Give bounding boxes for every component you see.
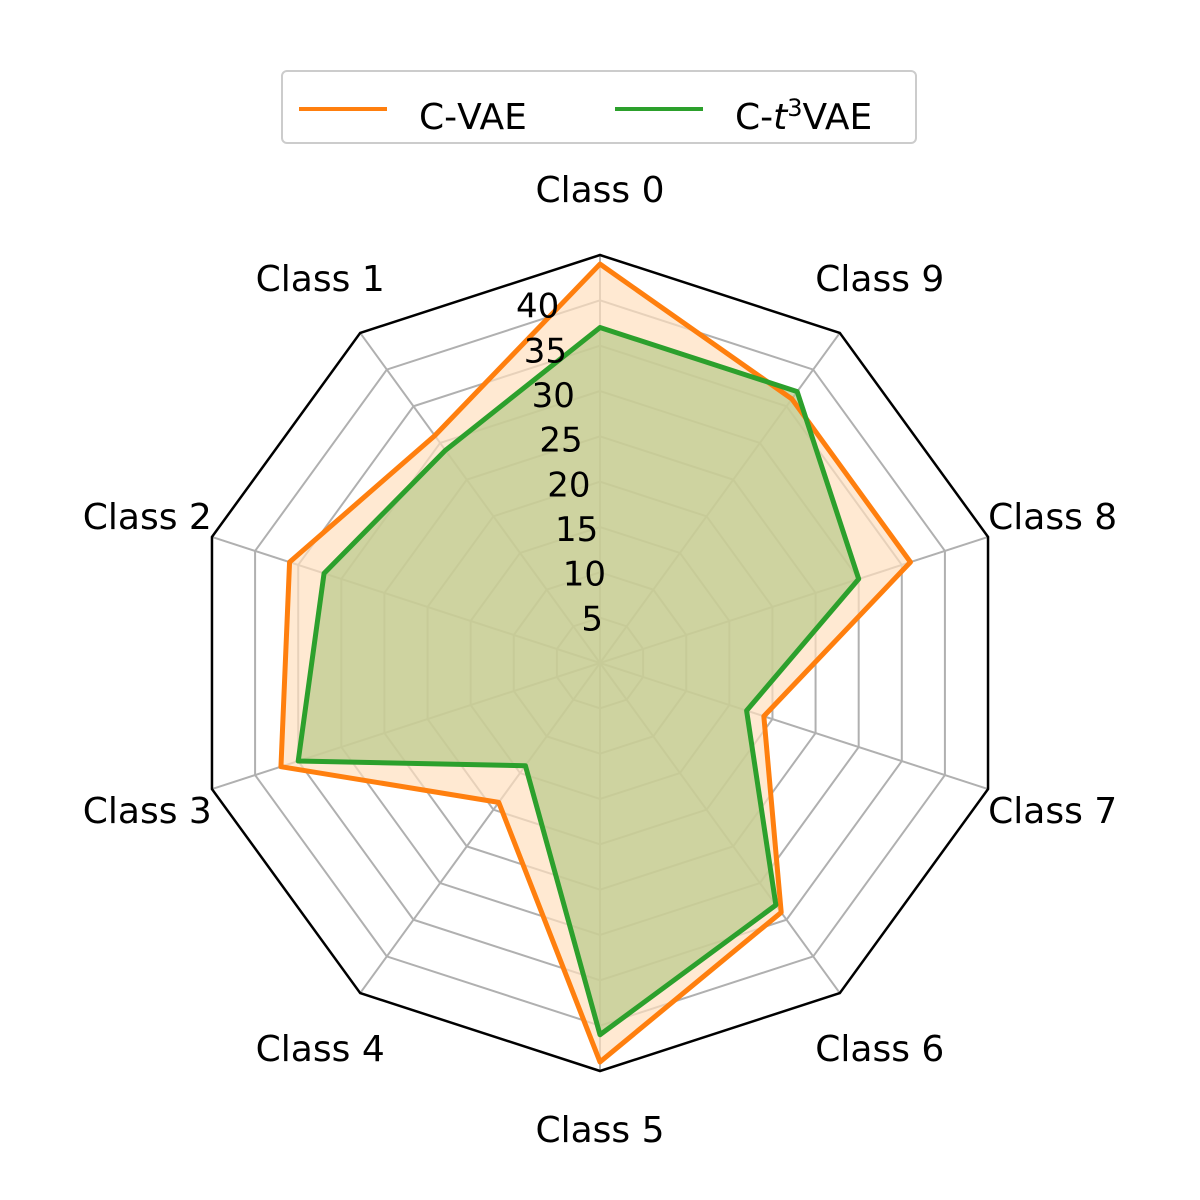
category-label-2: Class 2 (83, 497, 212, 538)
category-label-5: Class 5 (535, 1110, 664, 1151)
legend-swatch-c-t3vae (615, 107, 703, 111)
radial-tick-30: 30 (532, 376, 575, 416)
outer-frame (210, 253, 990, 1073)
category-label-3: Class 3 (83, 791, 212, 832)
radial-tick-5: 5 (581, 599, 603, 639)
legend-label-c-t3vae: C-t3VAE (735, 94, 873, 138)
series-line-1 (295, 325, 862, 1038)
category-label-4: Class 4 (256, 1029, 385, 1070)
category-label-1: Class 1 (256, 259, 385, 300)
radial-tick-15: 15 (555, 510, 598, 550)
legend-label-c-vae: C-VAE (419, 97, 527, 138)
series-layer (278, 261, 913, 1065)
category-label-0: Class 0 (535, 170, 664, 211)
radial-tick-20: 20 (547, 465, 590, 505)
series-fill-1 (298, 327, 859, 1035)
frame-layer (210, 253, 990, 1073)
radial-tick-35: 35 (524, 331, 567, 371)
radial-tick-10: 10 (563, 555, 606, 595)
legend: C-VAE C-t3VAE (281, 70, 917, 144)
series-line-0 (278, 261, 913, 1065)
radial-tick-40: 40 (516, 287, 559, 327)
legend-swatch-c-vae (299, 107, 387, 111)
category-label-7: Class 7 (988, 791, 1117, 832)
category-label-8: Class 8 (988, 497, 1117, 538)
category-label-6: Class 6 (815, 1029, 944, 1070)
radial-tick-25: 25 (539, 421, 582, 461)
category-label-9: Class 9 (815, 259, 944, 300)
